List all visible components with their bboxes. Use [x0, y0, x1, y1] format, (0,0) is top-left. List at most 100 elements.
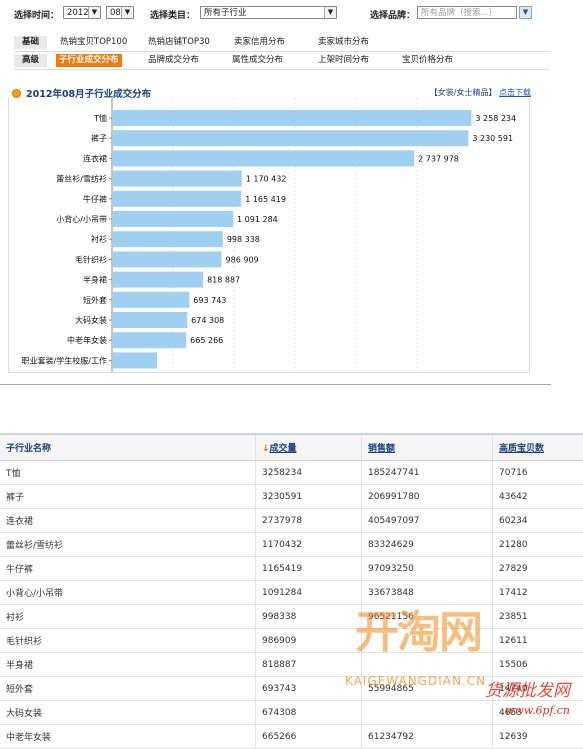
tab-hot-items[interactable]: 热销宝贝TOP100 [60, 36, 127, 49]
brand-placeholder: 所有品牌（搜索...） [421, 8, 497, 18]
bar[interactable] [113, 171, 242, 187]
value-label: 2 737 978 [418, 154, 459, 163]
category-label: 连衣裙 [83, 153, 107, 163]
month-select[interactable]: 08 ▼ [106, 6, 134, 19]
col-sales-header[interactable]: 销售额 [362, 434, 493, 461]
time-label: 选择时间： [14, 8, 59, 21]
cell-quality: 23851 [493, 605, 583, 629]
col-volume-header[interactable]: ↓成交量 [256, 434, 362, 461]
cell-sales: 206991780 [362, 485, 493, 509]
cell-volume: 818887 [256, 653, 362, 677]
cell-quality: 43642 [493, 485, 583, 509]
cell-quality: 17412 [493, 581, 583, 605]
cell-volume: 674308 [256, 701, 362, 725]
cell-quality: 14740 [493, 677, 583, 701]
cell-quality: 60234 [493, 509, 583, 533]
category-value: 所有子行业 [204, 8, 247, 18]
tab-hot-shops[interactable]: 热销店铺TOP30 [148, 36, 210, 49]
cell-sales: 97093250 [362, 557, 493, 581]
tab-seller-city[interactable]: 卖家城市分布 [318, 36, 369, 49]
cell-volume: 3258234 [256, 461, 362, 485]
category-label: 职业套装/学生校服/工作 [22, 355, 107, 365]
cell-name: T恤 [0, 461, 256, 485]
col-quality-header[interactable]: 高质宝贝数 [493, 434, 583, 461]
download-link[interactable]: 点击下载 [499, 88, 531, 97]
divider [0, 384, 551, 385]
cell-sales: 96521156 [362, 605, 493, 629]
bar[interactable] [113, 191, 241, 207]
category-label: 短外套 [83, 295, 107, 305]
cell-volume: 1165419 [256, 557, 362, 581]
brand-search-input[interactable]: 所有品牌（搜索...） [417, 6, 517, 19]
cell-sales [362, 629, 493, 653]
category-label: 裤子 [91, 133, 107, 143]
bar[interactable] [113, 211, 233, 227]
bar[interactable] [113, 272, 203, 288]
bar[interactable] [113, 332, 186, 348]
value-label: 1 091 284 [237, 215, 278, 224]
category-tag: 【女装/女士精品】 [430, 88, 497, 97]
tab-price[interactable]: 宝贝价格分布 [402, 54, 453, 67]
tab-group-basic: 基础 [14, 36, 47, 49]
cell-sales: 83324629 [362, 533, 493, 557]
brand-label: 选择品牌： [370, 8, 415, 21]
tab-row-basic: 基础 热销宝贝TOP100 热销店铺TOP30 卖家信用分布 卖家城市分布 [14, 34, 550, 52]
cell-quality: 70716 [493, 461, 583, 485]
bar[interactable] [113, 312, 187, 328]
cell-name: 蕾丝衫/雪纺衫 [0, 533, 256, 557]
brand-dropdown-button[interactable]: ▼ [519, 6, 532, 19]
cell-quality: 12611 [493, 629, 583, 653]
category-label: 蕾丝衫/雪纺衫 [56, 174, 107, 184]
tab-subindustry[interactable]: 子行业成交分布 [56, 54, 122, 67]
cell-volume: 1170432 [256, 533, 362, 557]
bar[interactable] [113, 231, 223, 247]
cell-quality: 15506 [493, 653, 583, 677]
bar[interactable] [113, 150, 414, 166]
category-label: 大码女装 [75, 315, 107, 325]
cell-quality: 21280 [493, 533, 583, 557]
col-name-header: 子行业名称 [0, 434, 256, 461]
value-label: 693 743 [193, 296, 226, 305]
cell-volume: 2737978 [256, 509, 362, 533]
chart-actions: 【女装/女士精品】 点击下载 [430, 87, 531, 98]
tab-brand[interactable]: 品牌成交分布 [148, 54, 199, 67]
value-label: 3 230 591 [472, 134, 513, 143]
tab-listing-time[interactable]: 上架时间分布 [318, 54, 369, 67]
cell-volume: 998338 [256, 605, 362, 629]
cell-quality: 4653 [493, 701, 583, 725]
chevron-down-icon: ▼ [88, 7, 100, 18]
category-label: 毛针织衫 [75, 254, 107, 264]
cell-volume: 986909 [256, 629, 362, 653]
cell-sales [362, 701, 493, 725]
category-label: 选择类目： [150, 8, 195, 21]
category-select[interactable]: 所有子行业 ▼ [200, 6, 337, 19]
tab-attribute[interactable]: 属性成交分布 [232, 54, 283, 67]
tab-seller-credit[interactable]: 卖家信用分布 [234, 36, 285, 49]
category-label: 中老年女装 [67, 335, 107, 345]
table-header-row: 子行业名称 ↓成交量 销售额 高质宝贝数 [0, 434, 583, 461]
bar[interactable] [113, 251, 222, 267]
cell-quality: 12639 [493, 725, 583, 749]
bar[interactable] [113, 130, 468, 146]
bar[interactable] [113, 110, 471, 126]
cell-name: 小背心/小吊带 [0, 581, 256, 605]
year-select[interactable]: 2012 ▼ [63, 6, 101, 19]
bar[interactable] [113, 352, 157, 368]
bar[interactable] [113, 292, 189, 308]
cell-name: 毛针织衫 [0, 629, 256, 653]
cell-sales [362, 653, 493, 677]
cell-name: 连衣裙 [0, 509, 256, 533]
cell-volume: 3230591 [256, 485, 362, 509]
sort-down-icon: ↓ [262, 444, 270, 454]
value-label: 998 338 [227, 235, 260, 244]
